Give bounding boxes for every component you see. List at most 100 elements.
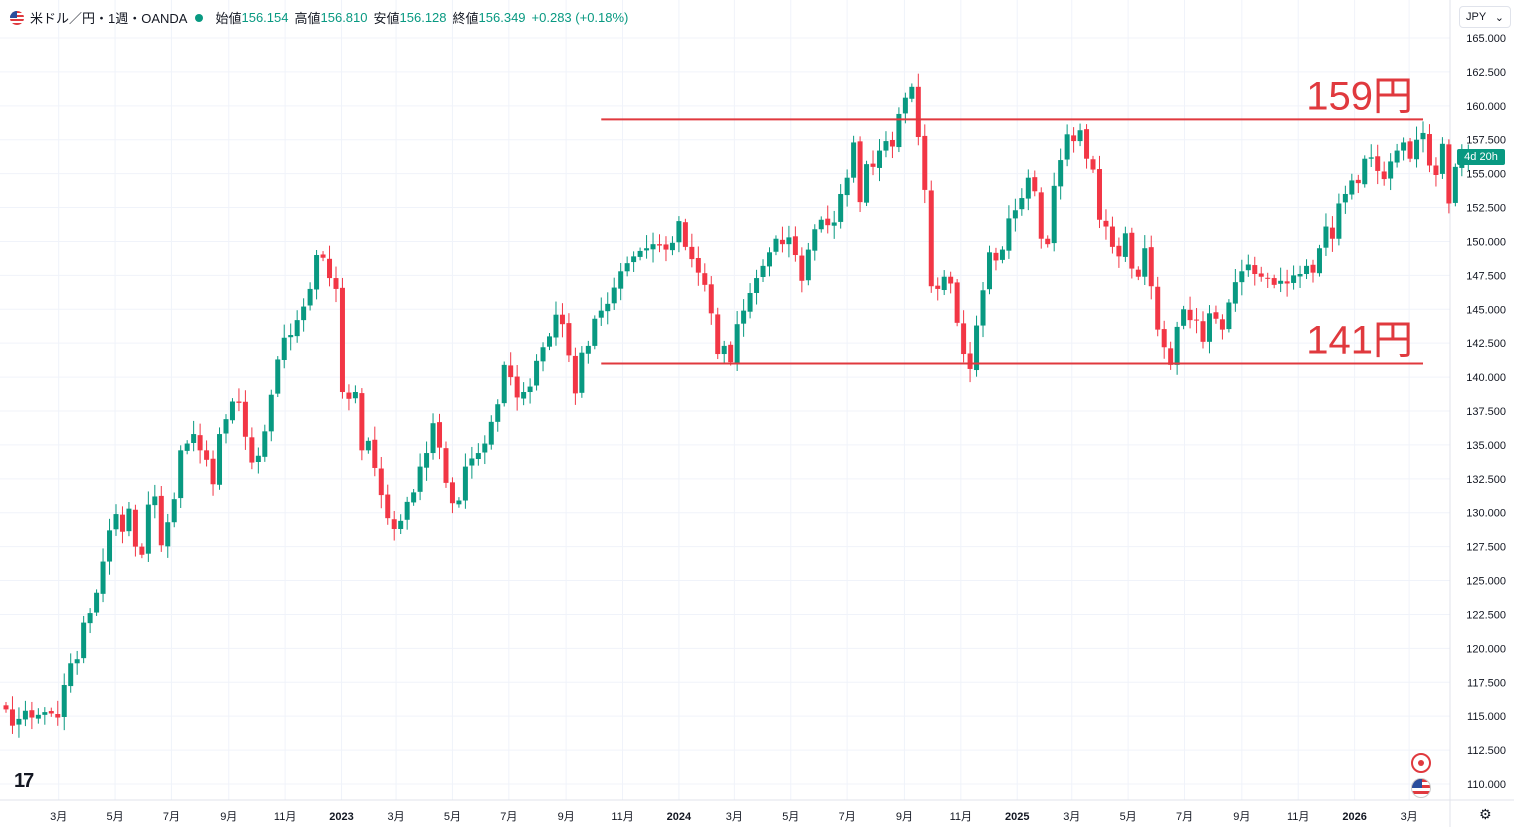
candle-body [954, 282, 960, 323]
candle-body [327, 258, 333, 279]
candle-body [184, 443, 190, 451]
candle-body [1155, 286, 1161, 330]
y-tick-label: 157.500 [1466, 135, 1506, 147]
candle-body [838, 193, 844, 222]
candle-body [902, 97, 908, 114]
candle-body [314, 255, 320, 290]
candle-body [191, 434, 197, 444]
candle-body [508, 365, 514, 378]
candle-body [585, 345, 591, 354]
candle-body [437, 422, 443, 448]
candle-body [1051, 185, 1057, 244]
candle-body [1316, 248, 1322, 274]
candle-body [669, 242, 675, 251]
x-tick-label: 7月 [500, 811, 517, 823]
x-tick-label: 3月 [50, 811, 67, 823]
candle-body [637, 250, 643, 257]
currency-selector[interactable]: JPY ⌄ [1459, 6, 1511, 28]
tradingview-logo-icon[interactable]: 17 [14, 770, 34, 792]
x-tick-label: 7月 [839, 811, 856, 823]
candle-body [1025, 177, 1031, 199]
candle-body [1109, 226, 1115, 247]
candle-body [249, 437, 255, 463]
candle-body [223, 419, 229, 434]
candle-body [22, 710, 28, 720]
candle-body [55, 714, 61, 718]
candle-body [1226, 302, 1232, 330]
candle-body [501, 364, 507, 404]
candle-body [242, 401, 248, 437]
x-tick-label: 9月 [1233, 811, 1250, 823]
symbol-title[interactable]: 米ドル／円・1週・OANDA [30, 11, 188, 26]
candle-body [411, 492, 417, 503]
currency-label: JPY [1466, 11, 1487, 23]
candle-body [734, 324, 740, 363]
candle-body [430, 423, 436, 454]
y-tick-label: 122.500 [1466, 609, 1506, 621]
candle-body [825, 218, 831, 226]
candle-body [592, 318, 598, 346]
candle-body [624, 263, 630, 272]
candle-body [1394, 150, 1400, 163]
gear-icon[interactable]: ⚙ [1479, 806, 1492, 822]
candle-body [572, 355, 578, 394]
candle-body [605, 303, 611, 312]
candle-body [1187, 309, 1193, 321]
candle-body [456, 500, 462, 505]
candle-body [391, 519, 397, 530]
candle-body [948, 276, 954, 284]
candle-body [1349, 180, 1355, 195]
candle-body [1103, 220, 1109, 227]
candle-body [236, 401, 242, 403]
candle-body [42, 712, 48, 715]
candle-body [113, 514, 119, 530]
y-tick-label: 132.500 [1466, 474, 1506, 486]
candle-body [695, 258, 701, 273]
x-tick-label: 2024 [667, 811, 692, 823]
close-value: 156.349 [478, 10, 526, 25]
candle-body [986, 252, 992, 290]
candle-body [792, 236, 798, 256]
candle-body [773, 238, 779, 252]
candle-body [1148, 247, 1154, 287]
y-tick-label: 142.500 [1466, 338, 1506, 350]
x-tick-label: 11月 [611, 811, 633, 823]
y-tick-label: 155.000 [1466, 169, 1506, 181]
candle-body [1058, 160, 1064, 187]
target-icon[interactable] [1411, 753, 1431, 773]
candle-body [663, 244, 669, 250]
candle-body [449, 482, 455, 504]
candle-body [262, 431, 268, 457]
candle-body [378, 468, 384, 496]
x-tick-label: 9月 [220, 811, 237, 823]
low-label: 安値 [373, 11, 400, 26]
candle-body [1433, 165, 1439, 175]
candle-body [760, 265, 766, 277]
candle-body [1329, 227, 1335, 239]
candle-body [301, 306, 307, 321]
y-tick-label: 147.500 [1466, 270, 1506, 282]
candle-body [495, 404, 501, 422]
candle-body [3, 705, 9, 710]
candle-body [812, 229, 818, 251]
y-tick-label: 135.000 [1466, 440, 1506, 452]
candle-body [1278, 280, 1284, 284]
candle-body [980, 290, 986, 326]
open-label: 始値 [215, 11, 242, 26]
candle-body [417, 466, 423, 492]
candle-body [728, 344, 734, 363]
economic-events-flag-icon[interactable] [1411, 778, 1431, 798]
candle-body [747, 292, 753, 312]
candle-body [754, 278, 760, 293]
candle-body [74, 659, 80, 664]
candle-body [1420, 132, 1426, 140]
resistance-label: 159円 [1306, 74, 1413, 118]
candle-body [462, 466, 468, 501]
candle-body [631, 256, 637, 263]
candle-body [9, 709, 15, 726]
candle-body [1064, 134, 1070, 160]
y-tick-label: 162.500 [1466, 67, 1506, 79]
y-tick-label: 140.000 [1466, 372, 1506, 384]
candle-body [469, 458, 475, 466]
